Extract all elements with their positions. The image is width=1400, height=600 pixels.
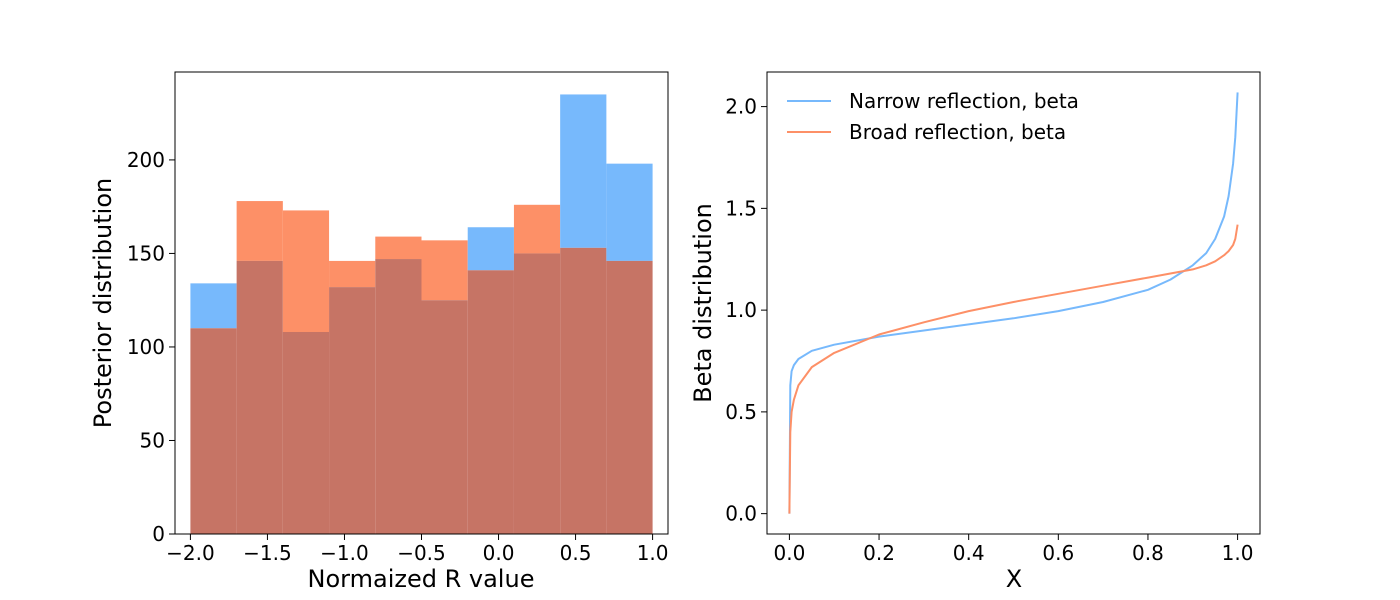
histogram-bar-overlap bbox=[467, 270, 514, 534]
histogram-bar-top bbox=[236, 201, 283, 261]
histogram-x-tick-label: −0.5 bbox=[397, 541, 446, 565]
histogram-bar-top bbox=[375, 236, 422, 260]
histogram-bar-overlap bbox=[282, 331, 330, 534]
histogram-x-tick-label: 0.0 bbox=[483, 541, 515, 565]
histogram-bar-top bbox=[329, 260, 376, 288]
histogram-bar-overlap bbox=[375, 259, 422, 534]
beta-y-tick-label: 0.0 bbox=[725, 502, 757, 526]
histogram-x-tick-label: −1.5 bbox=[243, 541, 292, 565]
histogram-x-axis-label: Normaized R value bbox=[308, 565, 535, 593]
histogram-bar-overlap bbox=[329, 287, 376, 534]
histogram-x-tick-label: 0.5 bbox=[560, 541, 592, 565]
beta-y-ticks: 0.0 0.5 1.0 1.5 2.0 bbox=[725, 95, 767, 526]
histogram-y-tick-label: 150 bbox=[127, 241, 165, 265]
beta-x-tick-label: 0.8 bbox=[1132, 541, 1164, 565]
histogram-y-tick-label: 0 bbox=[152, 522, 165, 546]
histogram-y-tick-label: 100 bbox=[127, 335, 165, 359]
histogram-x-tick-label: −2.0 bbox=[166, 541, 215, 565]
legend-label-0: Narrow reflection, beta bbox=[849, 89, 1079, 113]
beta-x-tick-label: 0.6 bbox=[1042, 541, 1074, 565]
histogram-bar-overlap bbox=[606, 260, 653, 534]
histogram-y-axis-label: Posterior distribution bbox=[89, 178, 117, 428]
beta-x-ticks: 0.0 0.2 0.4 0.6 0.8 1.0 bbox=[774, 534, 1254, 565]
histogram-bar-overlap bbox=[560, 247, 607, 534]
legend-label-1: Broad reflection, beta bbox=[849, 120, 1066, 144]
beta-y-tick-label: 2.0 bbox=[725, 95, 757, 119]
histogram-x-tick-label: −1.0 bbox=[320, 541, 369, 565]
beta-y-tick-label: 1.0 bbox=[725, 298, 757, 322]
histogram-bar-top bbox=[513, 204, 561, 254]
histogram-bar-top bbox=[606, 163, 653, 261]
histogram-bar-overlap bbox=[421, 300, 468, 534]
histogram-bar-top bbox=[421, 240, 468, 301]
beta-axes-frame bbox=[766, 71, 1261, 535]
histogram-bar-overlap bbox=[236, 260, 283, 534]
beta-lines bbox=[788, 92, 1239, 514]
beta-y-tick-label: 1.5 bbox=[725, 196, 757, 220]
beta-x-tick-label: 0.0 bbox=[774, 541, 806, 565]
histogram-bars bbox=[190, 94, 653, 534]
legend: Narrow reflection, beta Broad reflection,… bbox=[787, 89, 1079, 144]
histogram-bar-top bbox=[467, 227, 514, 271]
beta-series-line-1 bbox=[788, 224, 1239, 514]
beta-x-tick-label: 0.2 bbox=[863, 541, 895, 565]
histogram-x-tick-label: 1.0 bbox=[637, 541, 669, 565]
histogram-bar-top bbox=[560, 94, 607, 248]
histogram-panel: −2.0 −1.5 −1.0 −0.5 0.0 0.5 1.0 0 50 100 150 200 N… bbox=[89, 71, 669, 593]
histogram-bar-top bbox=[282, 210, 330, 332]
beta-line-panel: 0.0 0.2 0.4 0.6 0.8 1.0 0.0 0.5 1.0 1.5 2.0 Narro… bbox=[689, 71, 1261, 593]
beta-x-tick-label: 1.0 bbox=[1222, 541, 1254, 565]
beta-y-tick-label: 0.5 bbox=[725, 400, 757, 424]
histogram-y-tick-label: 200 bbox=[127, 148, 165, 172]
beta-series-line-0 bbox=[788, 92, 1239, 514]
beta-x-axis-label: X bbox=[1006, 565, 1022, 593]
histogram-x-ticks: −2.0 −1.5 −1.0 −0.5 0.0 0.5 1.0 bbox=[166, 534, 669, 565]
beta-x-tick-label: 0.4 bbox=[953, 541, 985, 565]
histogram-bar-overlap bbox=[190, 328, 237, 534]
histogram-y-ticks: 0 50 100 150 200 bbox=[127, 148, 175, 546]
beta-y-axis-label: Beta distribution bbox=[689, 203, 717, 403]
histogram-bar-overlap bbox=[513, 253, 561, 534]
histogram-bar-top bbox=[190, 283, 237, 329]
histogram-y-tick-label: 50 bbox=[140, 428, 165, 452]
